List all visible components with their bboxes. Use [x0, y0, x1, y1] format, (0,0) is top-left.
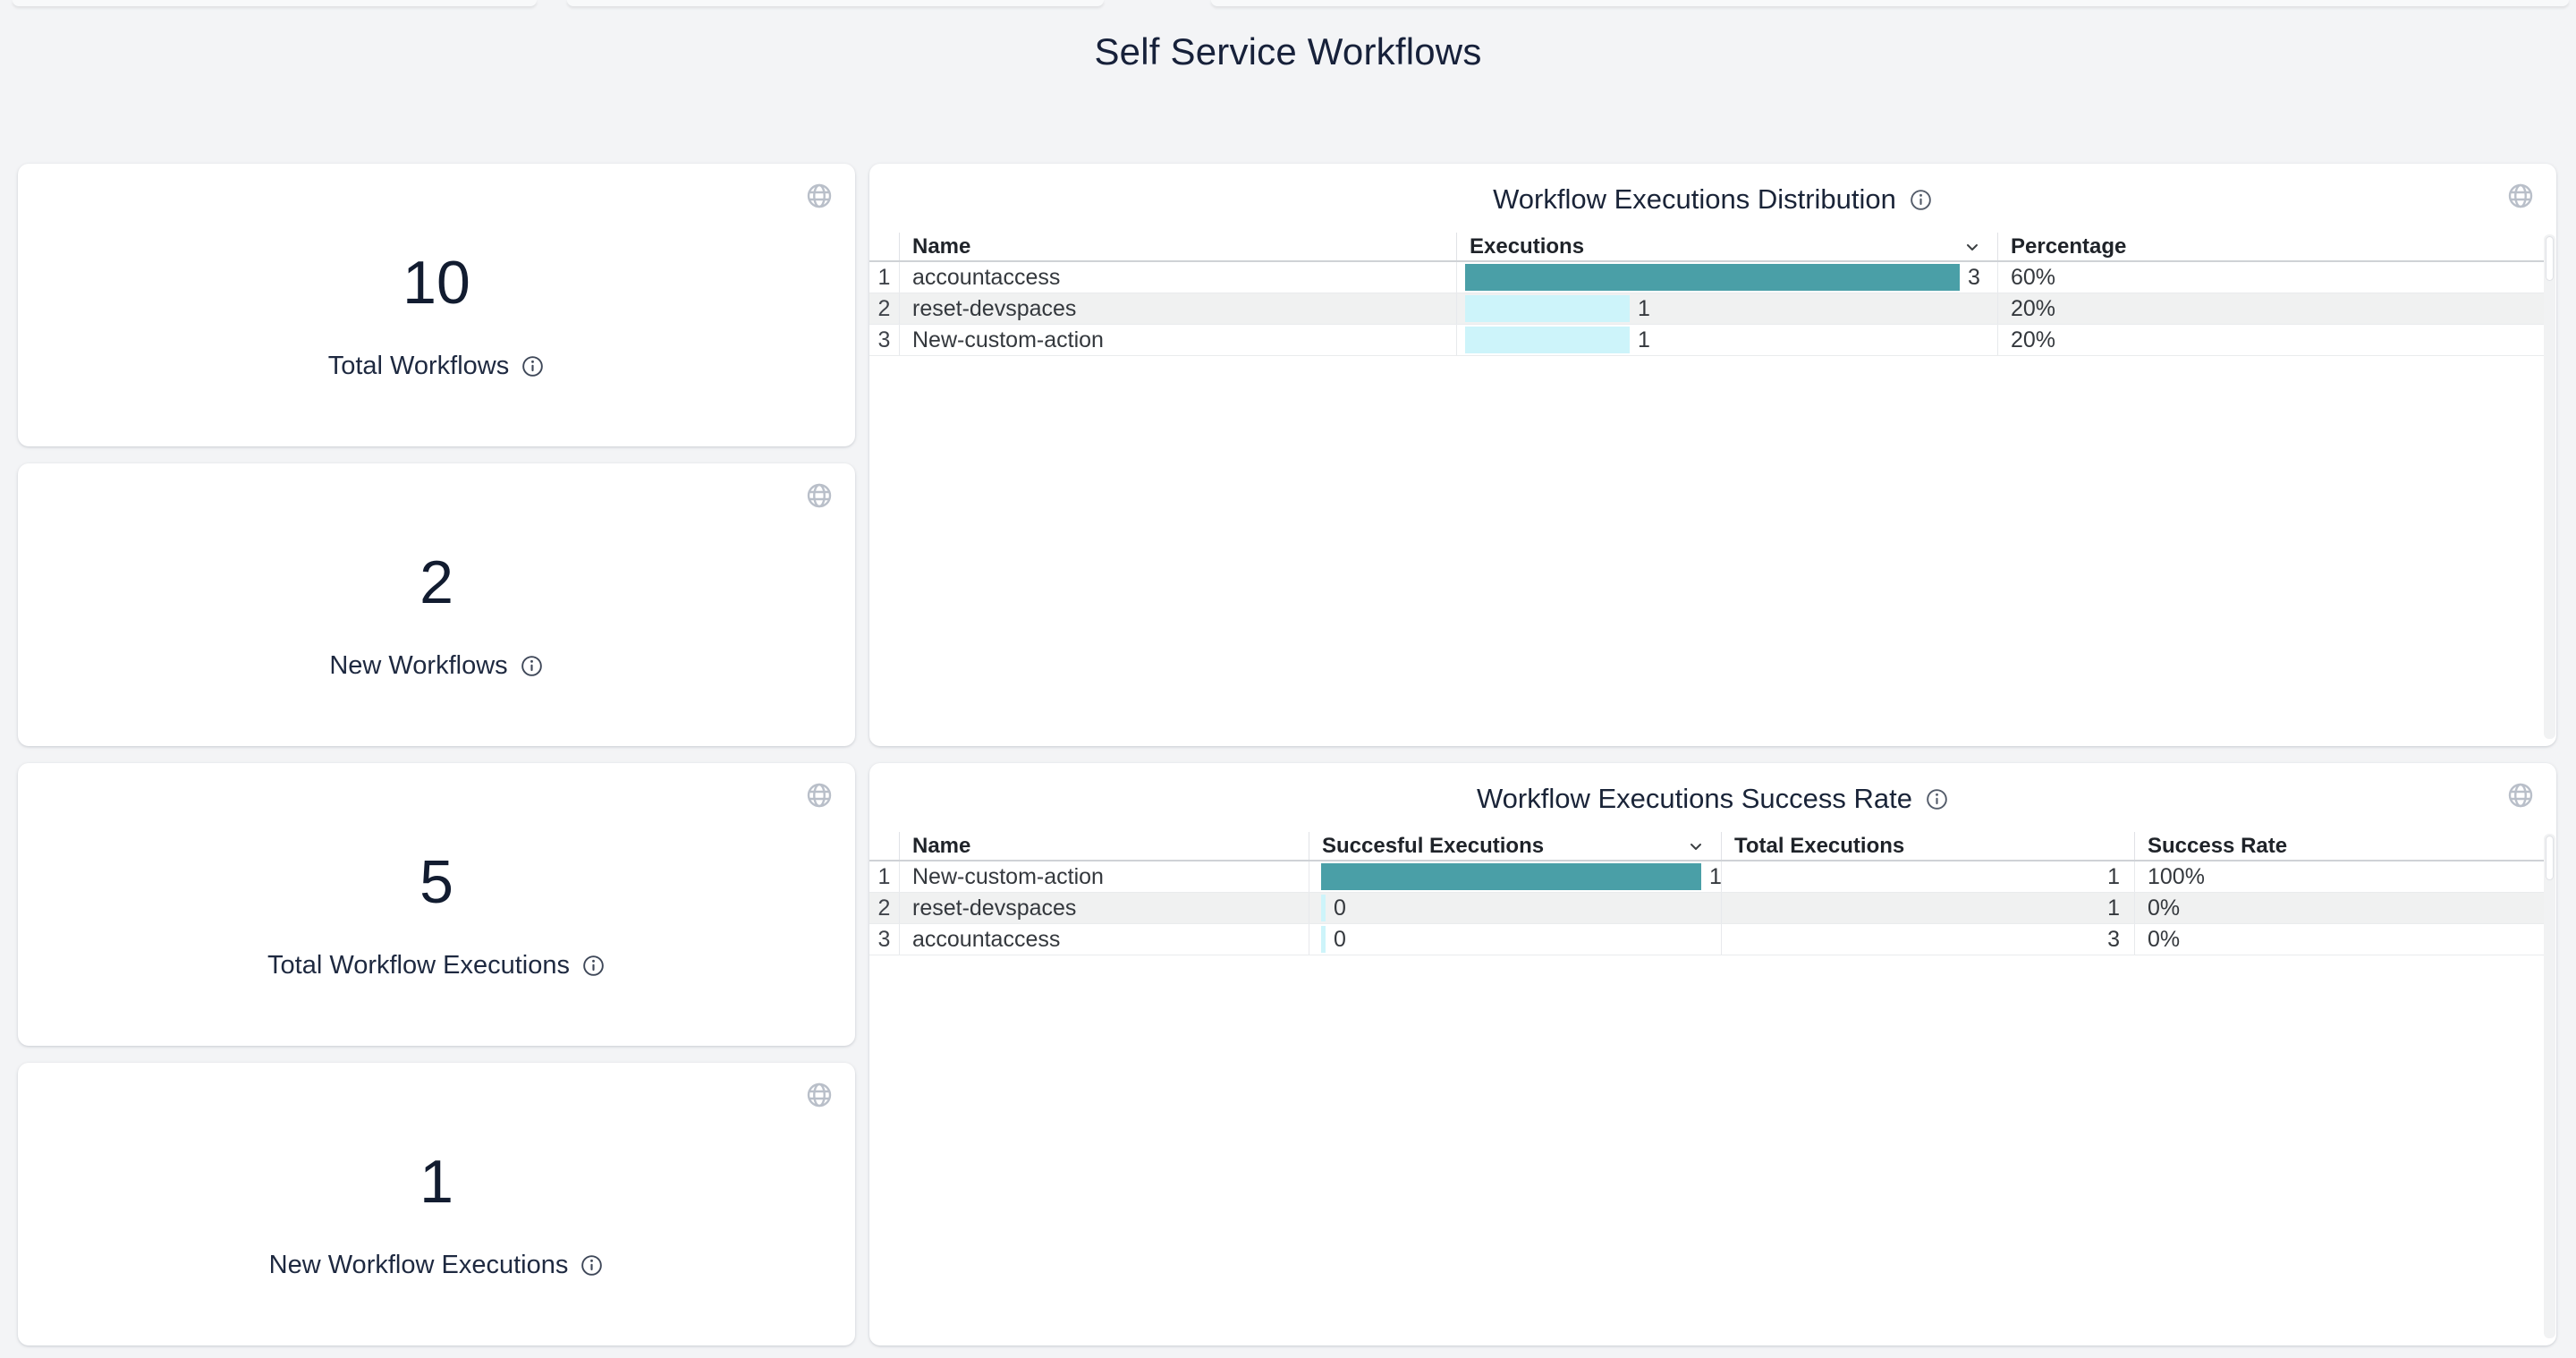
- panel-scrollbar[interactable]: [2544, 834, 2555, 1338]
- stat-label: New Workflow Executions: [268, 1251, 569, 1279]
- column-header-successful-executions[interactable]: Succesful Executions: [1309, 832, 1721, 860]
- info-icon[interactable]: [1925, 787, 1949, 811]
- info-icon[interactable]: [581, 954, 606, 978]
- info-icon[interactable]: [1909, 188, 1933, 212]
- stat-value: 10: [402, 249, 470, 317]
- table-row: 3 accountaccess 0 3 0%: [869, 924, 2544, 955]
- percentage-value: 20%: [1997, 325, 2544, 355]
- panel-title: Workflow Executions Distribution: [1493, 183, 1896, 215]
- stat-card-total-workflows: 10 Total Workflows: [18, 164, 855, 446]
- globe-icon[interactable]: [2506, 182, 2535, 210]
- column-header-percentage[interactable]: Percentage: [1997, 233, 2544, 260]
- stat-label: Total Workflows: [327, 352, 510, 380]
- stat-label: New Workflows: [329, 651, 508, 680]
- stat-value: 5: [419, 848, 453, 916]
- column-header-success-rate[interactable]: Success Rate: [2134, 832, 2544, 860]
- globe-icon[interactable]: [2506, 781, 2535, 810]
- cutoff-card-top-2: [567, 0, 1104, 6]
- bar-value-label: 3: [1968, 264, 1980, 290]
- bar-value-label: 1: [1638, 327, 1650, 352]
- workflow-name: New-custom-action: [899, 861, 1309, 892]
- row-index: 3: [877, 926, 891, 952]
- bar-value-label: 1: [1709, 863, 1721, 889]
- bar: [1321, 926, 1326, 953]
- column-header-executions[interactable]: Executions: [1456, 233, 1997, 260]
- success-rate-table: Name Succesful Executions Total Executio…: [869, 832, 2544, 955]
- info-icon[interactable]: [521, 354, 545, 378]
- scrollbar-thumb[interactable]: [2546, 236, 2554, 281]
- workflow-name: accountaccess: [899, 924, 1309, 955]
- bar: [1321, 895, 1326, 921]
- panel-title: Workflow Executions Success Rate: [1476, 783, 1912, 814]
- total-executions-value: 1: [1721, 861, 2134, 892]
- percentage-value: 20%: [1997, 293, 2544, 324]
- workflow-name: reset-devspaces: [899, 293, 1456, 324]
- executions-bar-cell: 1: [1456, 293, 1997, 324]
- total-executions-value: 1: [1721, 893, 2134, 923]
- success-rate-value: 100%: [2134, 861, 2544, 892]
- info-icon[interactable]: [580, 1253, 604, 1277]
- workflow-name: accountaccess: [899, 262, 1456, 293]
- stat-card-new-workflow-executions: 1 New Workflow Executions: [18, 1063, 855, 1345]
- bar: [1465, 264, 1960, 291]
- column-header-name[interactable]: Name: [899, 233, 1456, 260]
- executions-bar-cell: 1: [1309, 861, 1721, 892]
- bar: [1321, 863, 1701, 890]
- workflow-name: New-custom-action: [899, 325, 1456, 355]
- globe-icon[interactable]: [805, 1081, 834, 1109]
- stat-value: 1: [419, 1148, 453, 1216]
- panel-scrollbar[interactable]: [2544, 234, 2555, 739]
- executions-bar-cell: 0: [1309, 924, 1721, 955]
- globe-icon[interactable]: [805, 481, 834, 510]
- bar-value-label: 0: [1334, 895, 1346, 921]
- panel-workflow-executions-success-rate: Workflow Executions Success Rate Name Su…: [869, 763, 2556, 1345]
- globe-icon[interactable]: [805, 781, 834, 810]
- stat-card-total-workflow-executions: 5 Total Workflow Executions: [18, 763, 855, 1046]
- percentage-value: 60%: [1997, 262, 2544, 293]
- table-row: 2 reset-devspaces 1 20%: [869, 293, 2544, 325]
- distribution-table: Name Executions Percentage 1 accountacces…: [869, 233, 2544, 356]
- column-header-name[interactable]: Name: [899, 832, 1309, 860]
- executions-bar-cell: 3: [1456, 262, 1997, 293]
- table-row: 2 reset-devspaces 0 1 0%: [869, 893, 2544, 924]
- bar-value-label: 1: [1638, 295, 1650, 321]
- row-index: 3: [877, 327, 891, 352]
- success-rate-value: 0%: [2134, 924, 2544, 955]
- total-executions-value: 3: [1721, 924, 2134, 955]
- distribution-table-header: Name Executions Percentage: [869, 233, 2544, 262]
- row-index: 1: [877, 264, 891, 290]
- info-icon[interactable]: [520, 654, 544, 678]
- stat-card-new-workflows: 2 New Workflows: [18, 463, 855, 746]
- success-rate-value: 0%: [2134, 893, 2544, 923]
- row-index: 2: [877, 295, 891, 321]
- bar: [1465, 295, 1630, 322]
- table-row: 1 accountaccess 3 60%: [869, 262, 2544, 293]
- column-header-total-executions[interactable]: Total Executions: [1721, 832, 2134, 860]
- bar-value-label: 0: [1334, 926, 1346, 952]
- success-table-header: Name Succesful Executions Total Executio…: [869, 832, 2544, 861]
- executions-bar-cell: 0: [1309, 893, 1721, 923]
- scrollbar-thumb[interactable]: [2546, 836, 2554, 880]
- row-index: 1: [877, 863, 891, 889]
- bar: [1465, 327, 1630, 353]
- table-row: 3 New-custom-action 1 20%: [869, 325, 2544, 356]
- stat-label: Total Workflow Executions: [267, 951, 570, 980]
- cutoff-card-top-1: [13, 0, 537, 6]
- chevron-down-icon: [1962, 236, 1983, 258]
- chevron-down-icon: [1685, 836, 1707, 857]
- row-index: 2: [877, 895, 891, 921]
- globe-icon[interactable]: [805, 182, 834, 210]
- workflow-name: reset-devspaces: [899, 893, 1309, 923]
- executions-bar-cell: 1: [1456, 325, 1997, 355]
- cutoff-card-top-3: [1211, 0, 2569, 6]
- panel-workflow-executions-distribution: Workflow Executions Distribution Name Ex…: [869, 164, 2556, 746]
- page-title: Self Service Workflows: [1094, 30, 1482, 72]
- table-row: 1 New-custom-action 1 1 100%: [869, 861, 2544, 893]
- stat-value: 2: [419, 548, 453, 616]
